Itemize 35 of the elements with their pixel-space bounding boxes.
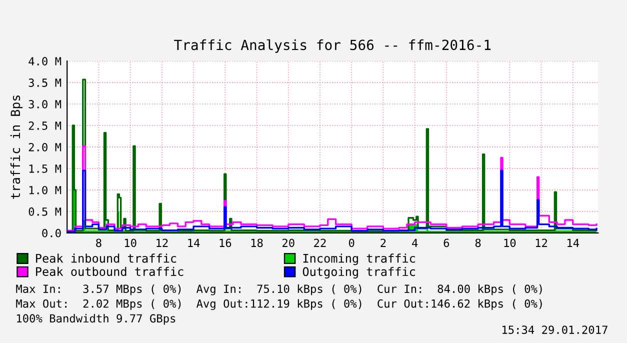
x-tick-label: 10 — [504, 238, 516, 248]
y-tick-label: 3.0 M — [28, 100, 62, 108]
x-tick-label: 14 — [568, 238, 580, 247]
y-tick-label: 4.0 M — [28, 57, 62, 66]
x-tick-label: 22 — [314, 238, 326, 247]
text: 15:34 29.01.2017 — [502, 326, 608, 334]
x-tick-label: 10 — [124, 238, 136, 248]
x-tick-label: 2 — [380, 238, 386, 247]
y-tick-label: 1.0 M — [29, 186, 62, 194]
x-tick-label: 18 — [251, 238, 263, 248]
x-tick-label: 0 — [348, 238, 354, 248]
x-tick-label: 16 — [220, 238, 232, 248]
x-tick-label: 6 — [444, 238, 450, 248]
legend-label: Outgoing traffic — [302, 266, 415, 278]
x-tick-label: 14 — [188, 238, 200, 247]
x-tick-label: 8 — [475, 238, 481, 248]
y-tick-label: 2.5 M — [28, 122, 62, 130]
text: 100% Bandwidth 9.77 GBps — [17, 314, 176, 325]
x-tick-label: 12 — [536, 238, 548, 247]
y-tick-label: 1.5 M — [29, 164, 62, 173]
legend-label: Incoming traffic — [303, 254, 415, 266]
y-tick-label: 2.0 M — [28, 142, 62, 152]
y-tick-label: 0.5 M — [28, 207, 62, 216]
y-tick-label: 3.5 M — [28, 78, 62, 87]
text: Max Out: 2.02 MBps ( 0%) Avg Out:112.19 kBps ( 0%) Cur Out:146.62 kBps ( 0%) — [16, 299, 542, 310]
text: Max In: 3.57 MBps ( 0%) Avg In: 75.10 kBps ( 0%) Cur In: 84.00 kBps ( 0%) — [16, 284, 542, 296]
legend-label: Peak outbound traffic — [36, 266, 184, 276]
y-axis-title: traffic in Bps — [10, 96, 23, 199]
x-tick-label: 20 — [282, 238, 294, 248]
legend-label: Peak inbound traffic — [36, 254, 176, 263]
chart-title: Traffic Analysis for 566 -- ffm-2016-1 — [174, 39, 491, 53]
x-tick-label: 4 — [412, 238, 418, 247]
x-tick-label: 12 — [156, 238, 168, 247]
x-tick-label: 8 — [96, 238, 102, 248]
y-tick-label: 0.0 — [42, 228, 61, 238]
